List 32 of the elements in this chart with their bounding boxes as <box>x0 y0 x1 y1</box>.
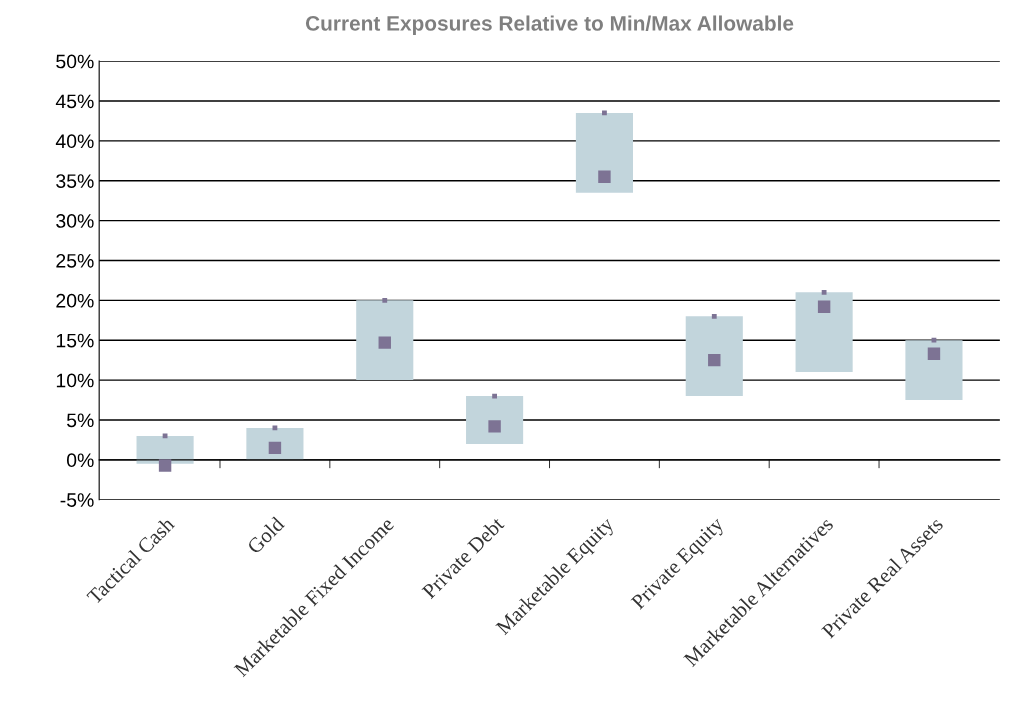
chart-title: Current Exposures Relative to Min/Max Allowable <box>305 15 794 35</box>
y-tick-label: 10% <box>56 373 94 388</box>
y-tick-label: 5% <box>66 413 94 428</box>
point <box>821 289 827 295</box>
y-tick-label: 50% <box>56 54 94 69</box>
point <box>378 336 391 349</box>
y-tick-label: 40% <box>55 134 94 149</box>
bar <box>356 300 414 381</box>
y-tick-label: 25% <box>56 253 94 268</box>
point <box>158 459 172 472</box>
y-tick-label: 35% <box>56 174 94 188</box>
y-tick-label: 15% <box>56 333 94 348</box>
point <box>708 353 721 367</box>
bar <box>575 112 633 193</box>
bar <box>905 340 963 401</box>
point <box>268 441 282 455</box>
bar <box>136 435 194 464</box>
point <box>711 313 717 319</box>
bar <box>685 316 743 397</box>
point <box>817 300 831 313</box>
y-tick-label: 0% <box>66 453 94 468</box>
y-tick-label: 20% <box>56 293 94 308</box>
bar <box>246 427 304 460</box>
point <box>382 297 388 303</box>
point <box>598 170 611 183</box>
point <box>488 420 501 433</box>
bar <box>466 396 524 444</box>
point <box>927 347 941 360</box>
y-tick-label: 30% <box>56 214 94 228</box>
y-tick-label: -5% <box>60 493 94 507</box>
bar <box>795 292 853 373</box>
y-tick-label: 45% <box>55 94 94 109</box>
